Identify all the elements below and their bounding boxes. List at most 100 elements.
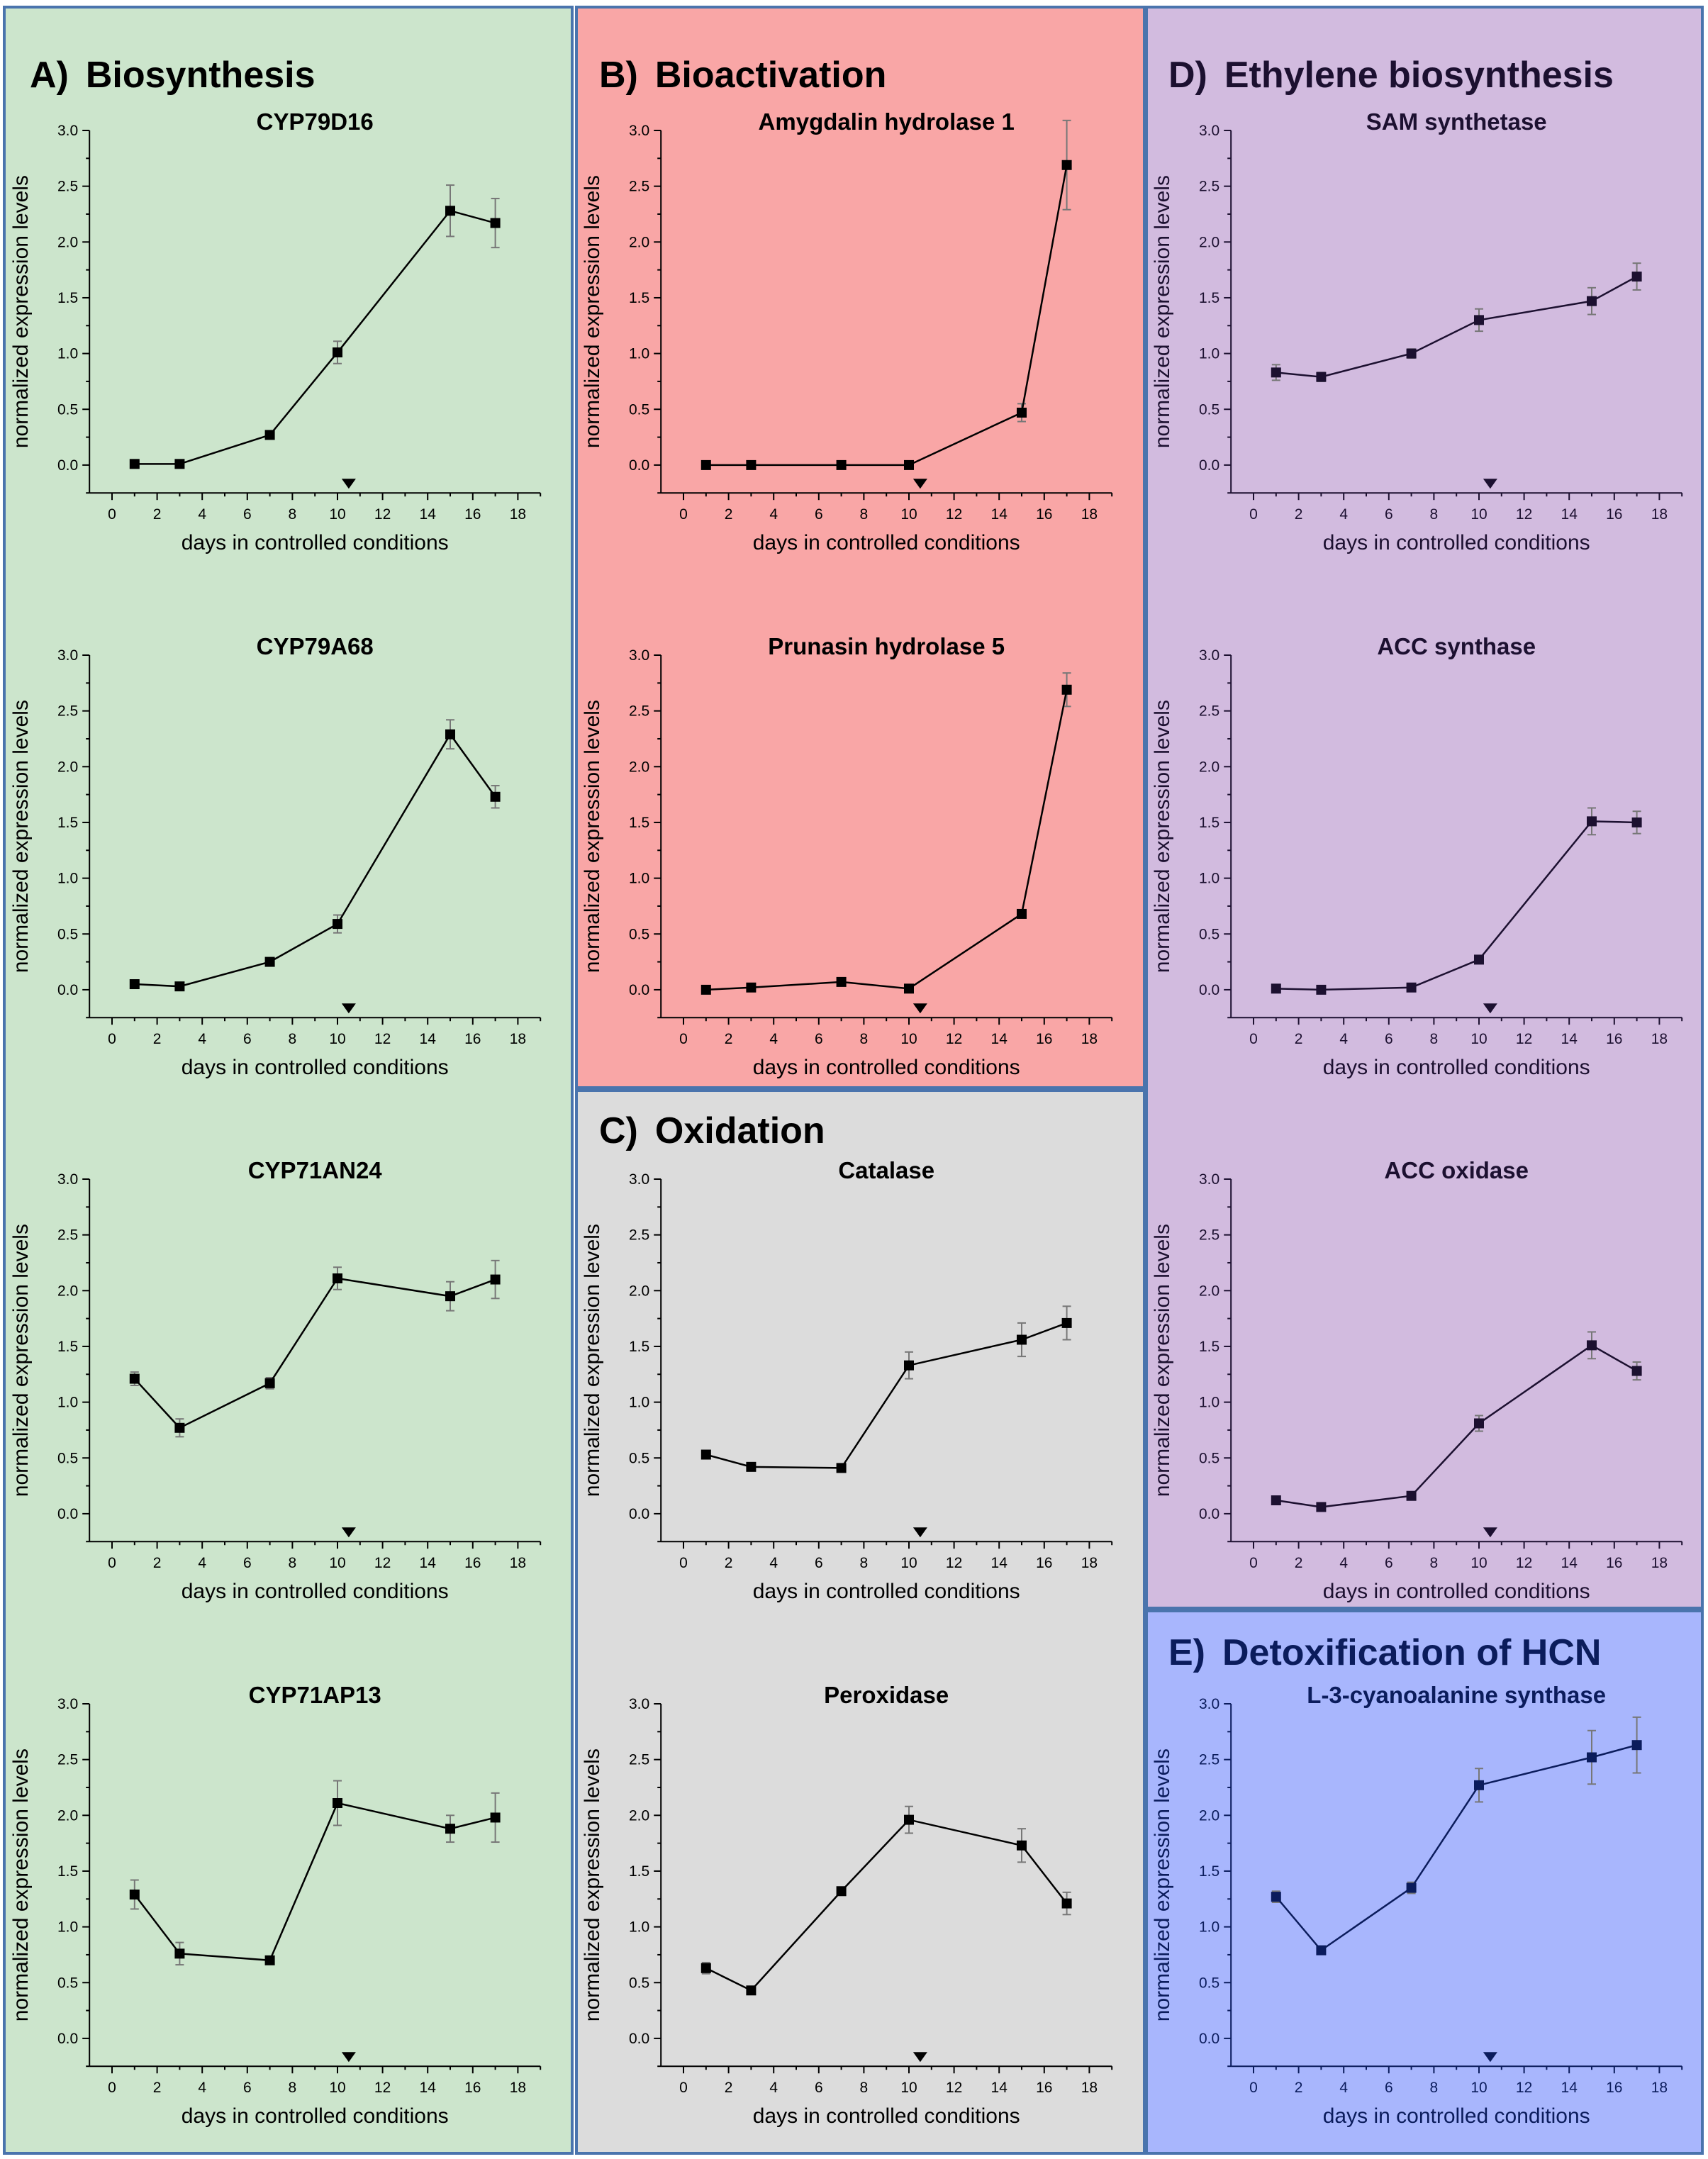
y-axis-label: normalized expression levels (9, 175, 33, 448)
x-tick-label: 6 (815, 1555, 823, 1571)
x-tick-label: 4 (1339, 2080, 1348, 2096)
x-tick-label: 14 (1561, 506, 1578, 523)
chart-acc-synthase: ACC synthase 0.0 0.5 1.0 1.5 2.0 2.5 3.0 0 2 4 6 8 10… (1151, 633, 1683, 1079)
x-tick-label: 0 (1249, 506, 1258, 523)
chart-title: ACC synthase (1377, 633, 1536, 659)
chart-sam: SAM synthetase 0.0 0.5 1.0 1.5 2.0 2.5 3.0 0 2 4 6 8… (1151, 108, 1683, 554)
data-point (129, 459, 140, 469)
data-point (445, 1291, 455, 1302)
y-tick-label: 2.0 (1199, 1283, 1219, 1299)
y-tick-label: 0.5 (629, 1975, 649, 1991)
data-point (746, 1461, 757, 1472)
chart-title: ACC oxidase (1384, 1157, 1529, 1183)
y-tick-label: 1.5 (57, 290, 78, 306)
data-point (1631, 1366, 1642, 1376)
data-point (1316, 1502, 1327, 1512)
y-tick-label: 0.0 (1199, 457, 1219, 474)
x-tick-label: 6 (815, 2080, 823, 2096)
x-tick-label: 6 (1385, 1555, 1393, 1571)
x-tick-label: 8 (289, 1555, 297, 1571)
y-tick-label: 1.0 (57, 346, 78, 362)
chart-cyanoalanine: L-3-cyanoalanine synthase 0.0 0.5 1.0 1.5 2.0… (1151, 1682, 1683, 2128)
y-tick-label: 0.0 (629, 457, 649, 474)
x-tick-label: 4 (1339, 1031, 1348, 1047)
data-point (1271, 1495, 1281, 1506)
y-tick-label: 0.0 (57, 982, 78, 998)
x-tick-label: 8 (289, 506, 297, 523)
data-point (1631, 272, 1642, 282)
y-tick-label: 1.5 (629, 1339, 649, 1355)
y-tick-label: 2.5 (629, 703, 649, 720)
series-line (133, 1277, 496, 1429)
x-axis-label: days in controlled conditions (182, 531, 449, 554)
y-axis-label: normalized expression levels (581, 1224, 604, 1497)
y-tick-label: 2.0 (1199, 1807, 1219, 1824)
data-point (333, 1797, 342, 1808)
x-axis-label: days in controlled conditions (1323, 1056, 1590, 1079)
y-tick-label: 2.0 (629, 234, 649, 250)
y-tick-label: 3.0 (1199, 1171, 1219, 1188)
series-line (705, 1322, 1068, 1469)
data-point (904, 1360, 914, 1371)
y-tick-label: 1.0 (629, 346, 649, 362)
data-point (836, 976, 847, 987)
x-tick-label: 16 (464, 1555, 481, 1571)
data-point (1061, 1317, 1072, 1328)
y-axis-label: normalized expression levels (1151, 1224, 1174, 1497)
data-point (1017, 1334, 1027, 1345)
series-line (1276, 820, 1637, 991)
series-line (705, 1819, 1068, 1992)
y-tick-label: 2.0 (629, 759, 649, 775)
chart-title: Peroxidase (824, 1682, 949, 1708)
data-point (1474, 315, 1484, 325)
treatment-marker (341, 1527, 356, 1538)
data-point (264, 956, 275, 967)
x-tick-label: 8 (1430, 506, 1439, 523)
data-point (1587, 816, 1597, 827)
y-tick-label: 1.0 (629, 871, 649, 887)
series-line (1275, 1744, 1637, 1952)
x-tick-label: 0 (108, 506, 116, 523)
y-tick-label: 2.0 (1199, 234, 1219, 250)
x-tick-label: 2 (1295, 2080, 1303, 2096)
x-tick-label: 14 (991, 2080, 1008, 2096)
y-tick-label: 1.0 (1199, 871, 1219, 887)
x-tick-label: 2 (1295, 1031, 1303, 1047)
y-tick-label: 1.0 (629, 1919, 649, 1936)
x-tick-label: 14 (991, 1031, 1008, 1047)
x-tick-label: 18 (1081, 1031, 1098, 1047)
x-tick-label: 16 (1036, 1555, 1052, 1571)
data-point (129, 1889, 140, 1899)
x-tick-label: 10 (900, 2080, 917, 2096)
y-axis-label: normalized expression levels (9, 1224, 33, 1497)
y-tick-label: 1.5 (1199, 1863, 1219, 1880)
data-point (700, 459, 711, 470)
x-tick-label: 16 (1036, 506, 1052, 523)
y-tick-label: 1.5 (57, 815, 78, 831)
treatment-marker (1483, 1003, 1497, 1014)
x-axis-label: days in controlled conditions (182, 2104, 449, 2128)
x-tick-label: 10 (900, 1555, 917, 1571)
x-axis-label: days in controlled conditions (753, 2104, 1020, 2128)
x-tick-label: 10 (1470, 1031, 1487, 1047)
chart-amygdalin: Amygdalin hydrolase 1 0.0 0.5 1.0 1.5 2.0 2.5 3… (581, 108, 1113, 554)
y-tick-label: 2.5 (1199, 1227, 1219, 1244)
x-tick-label: 14 (420, 1031, 437, 1047)
y-tick-label: 0.0 (1199, 982, 1219, 998)
x-tick-label: 16 (1606, 2080, 1622, 2096)
section-b-background (575, 6, 1146, 1089)
x-tick-label: 2 (1295, 506, 1303, 523)
chart-title: Prunasin hydrolase 5 (768, 633, 1005, 659)
data-point (1474, 1418, 1484, 1429)
y-tick-label: 2.5 (629, 179, 649, 195)
y-tick-label: 1.0 (1199, 1919, 1219, 1936)
x-tick-label: 6 (243, 1555, 252, 1571)
x-tick-label: 0 (679, 2080, 688, 2096)
x-tick-label: 16 (464, 506, 481, 523)
chart-title: CYP71AN24 (248, 1157, 383, 1183)
treatment-marker (912, 1003, 927, 1014)
x-tick-label: 2 (725, 506, 733, 523)
data-point (1316, 372, 1327, 382)
x-tick-label: 18 (1651, 1031, 1668, 1047)
